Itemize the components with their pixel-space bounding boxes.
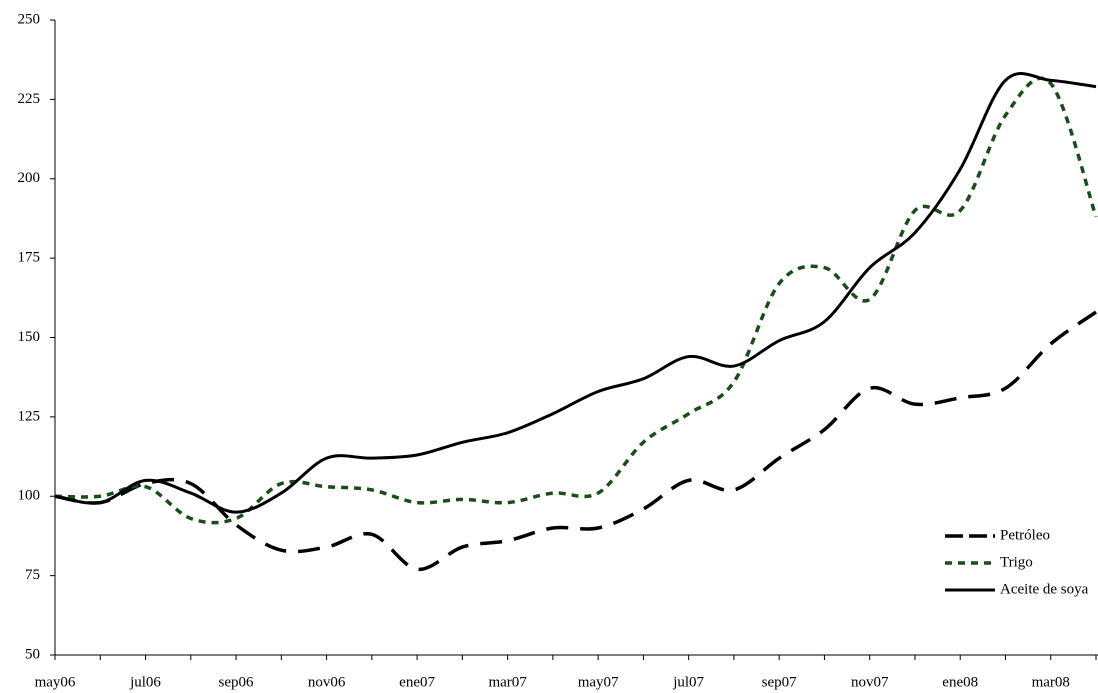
legend-label: Petróleo (1000, 527, 1050, 543)
series-line (54, 310, 1098, 572)
y-tick-label: 250 (18, 11, 41, 27)
legend-label: Aceite de soya (1000, 581, 1089, 597)
x-tick-label: jul06 (129, 674, 161, 690)
x-tick-label: ene08 (942, 674, 978, 690)
x-tick-label: sep06 (219, 674, 254, 690)
x-tick-label: mar08 (1032, 674, 1070, 690)
x-tick-label: may07 (578, 674, 619, 690)
y-tick-label: 100 (18, 488, 41, 504)
y-tick-label: 200 (18, 170, 41, 186)
x-tick-label: nov06 (308, 674, 346, 690)
y-tick-label: 225 (18, 91, 41, 107)
x-tick-label: nov07 (851, 674, 889, 690)
x-tick-label: ene07 (399, 674, 435, 690)
y-tick-label: 150 (18, 329, 41, 345)
series-line (54, 72, 1097, 514)
legend-label: Trigo (1000, 554, 1033, 570)
y-tick-label: 50 (25, 646, 40, 662)
y-tick-label: 75 (25, 567, 40, 583)
y-tick-label: 175 (18, 250, 41, 266)
x-tick-label: mar07 (488, 674, 527, 690)
x-tick-label: sep07 (762, 674, 797, 690)
x-tick-label: jul07 (672, 674, 704, 690)
x-tick-label: may06 (35, 674, 76, 690)
series-line (54, 76, 1098, 525)
y-tick-label: 125 (18, 408, 41, 424)
